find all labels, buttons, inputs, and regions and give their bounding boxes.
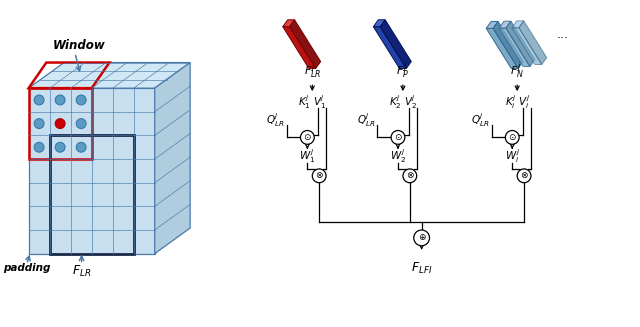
Polygon shape (29, 62, 190, 88)
Circle shape (34, 95, 44, 105)
Circle shape (34, 142, 44, 152)
Text: $F^j_{LR}$: $F^j_{LR}$ (303, 60, 321, 81)
Circle shape (55, 95, 65, 105)
Text: $W^j_1$: $W^j_1$ (300, 147, 316, 165)
Text: Window: Window (52, 39, 105, 52)
Text: ⊗: ⊗ (316, 171, 323, 180)
Polygon shape (373, 20, 385, 27)
Polygon shape (283, 27, 316, 68)
Text: $Q^j_{LR}$: $Q^j_{LR}$ (266, 111, 285, 129)
Polygon shape (290, 20, 321, 68)
Bar (50, 135, 134, 254)
Text: ⊗: ⊗ (520, 171, 528, 180)
Polygon shape (155, 62, 190, 254)
Polygon shape (486, 28, 518, 68)
Bar (29, 88, 155, 254)
Circle shape (403, 169, 417, 183)
Text: $F_{LR}$: $F_{LR}$ (72, 264, 92, 279)
Text: $F^j_{P}$: $F^j_{P}$ (396, 60, 410, 81)
Polygon shape (499, 28, 530, 66)
Polygon shape (512, 28, 542, 64)
Bar (29, 88, 92, 159)
Circle shape (76, 142, 86, 152)
Text: ⊕: ⊕ (418, 233, 426, 242)
Text: $K^j_1\ V^j_1$: $K^j_1\ V^j_1$ (298, 93, 326, 111)
Text: ⊙: ⊙ (303, 133, 311, 142)
Polygon shape (506, 21, 535, 66)
Text: ⊙: ⊙ (509, 133, 516, 142)
Text: padding: padding (3, 264, 51, 273)
Text: $F_{LFI}$: $F_{LFI}$ (411, 261, 433, 276)
Circle shape (34, 119, 44, 129)
Text: $K^j_i\ V^j_i$: $K^j_i\ V^j_i$ (504, 93, 530, 111)
Circle shape (55, 142, 65, 152)
Circle shape (517, 169, 531, 183)
Circle shape (55, 119, 65, 129)
Polygon shape (486, 22, 498, 28)
Polygon shape (380, 20, 412, 68)
Polygon shape (499, 21, 511, 28)
Text: ⊗: ⊗ (406, 171, 413, 180)
Circle shape (76, 95, 86, 105)
Text: $W^j_2$: $W^j_2$ (390, 147, 406, 165)
Text: $K^j_2\ V^j_2$: $K^j_2\ V^j_2$ (389, 93, 417, 111)
Polygon shape (512, 21, 524, 28)
Circle shape (300, 130, 314, 144)
Circle shape (413, 230, 429, 246)
Text: $Q^j_{LR}$: $Q^j_{LR}$ (356, 111, 375, 129)
Polygon shape (373, 27, 406, 68)
Text: $F^j_{N}$: $F^j_{N}$ (510, 60, 524, 81)
Circle shape (391, 130, 405, 144)
Circle shape (506, 130, 519, 144)
Text: ⊙: ⊙ (394, 133, 402, 142)
Text: $Q^j_{LR}$: $Q^j_{LR}$ (471, 111, 490, 129)
Polygon shape (493, 22, 523, 68)
Polygon shape (283, 20, 294, 27)
Text: $W^j_i$: $W^j_i$ (505, 147, 520, 165)
Circle shape (76, 119, 86, 129)
Text: ...: ... (556, 28, 568, 42)
Polygon shape (519, 21, 547, 64)
Circle shape (312, 169, 326, 183)
